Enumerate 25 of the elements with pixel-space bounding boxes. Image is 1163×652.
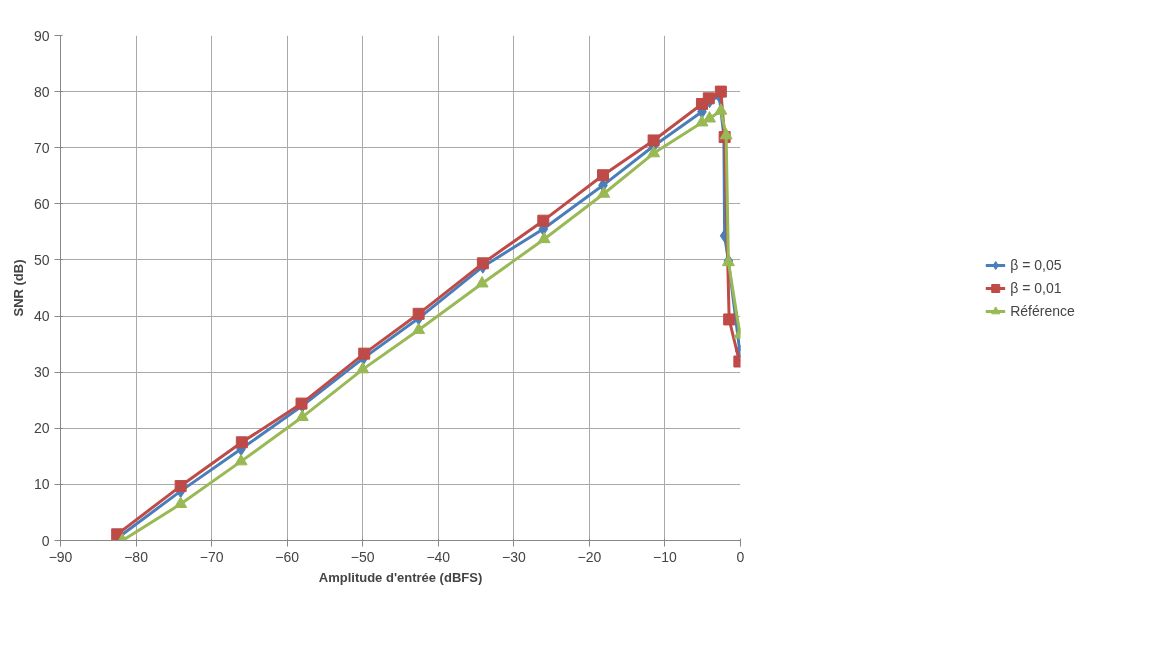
- y-tick-label: 80: [33, 83, 50, 100]
- y-tick-label: 40: [33, 308, 50, 325]
- legend-label: β = 0,05: [1010, 256, 1062, 273]
- y-tick-label: 70: [33, 139, 50, 156]
- x-tick-label: −80: [124, 548, 149, 565]
- x-tick-label: −20: [577, 548, 602, 565]
- y-tick-label: 60: [33, 195, 50, 212]
- x-axis-title: Amplitude d'entrée (dBFS): [318, 569, 483, 585]
- y-tick-label: 0: [41, 532, 50, 549]
- x-tick-label: −90: [48, 548, 73, 565]
- x-tick-label: −30: [501, 548, 526, 565]
- x-tick-label: −70: [199, 548, 224, 565]
- y-tick-label: 30: [33, 364, 50, 381]
- y-tick-label: 10: [33, 476, 50, 493]
- x-tick-label: −60: [275, 548, 300, 565]
- x-tick-label: −10: [653, 548, 678, 565]
- x-tick-label: −50: [350, 548, 375, 565]
- y-tick-label: 50: [33, 251, 50, 268]
- x-tick-label: 0: [736, 548, 745, 565]
- y-tick-label: 20: [33, 420, 50, 437]
- x-tick-label: −40: [426, 548, 451, 565]
- y-axis-title: SNR (dB): [10, 259, 26, 317]
- legend-label: Référence: [1010, 302, 1075, 319]
- y-tick-label: 90: [33, 27, 50, 44]
- legend-label: β = 0,01: [1010, 279, 1062, 296]
